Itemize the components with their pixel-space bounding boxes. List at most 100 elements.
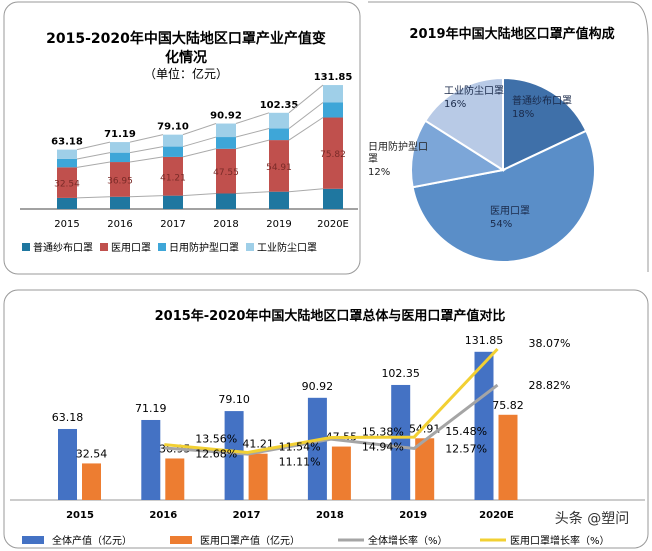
- x-tick-label: 2015: [66, 510, 94, 521]
- bar-segment: [163, 146, 183, 157]
- connector-line: [288, 84, 324, 114]
- bar-segment: [323, 117, 343, 189]
- segment-label: 32.54: [54, 180, 80, 190]
- legend-label: 日用防护型口罩: [169, 241, 239, 254]
- connector-line: [288, 117, 324, 141]
- bar-segment: [216, 148, 236, 194]
- pie-slice: [411, 129, 596, 263]
- bar-segment: [269, 140, 289, 192]
- bar-medical: [498, 414, 518, 500]
- panel-comparison: [3, 289, 649, 549]
- x-tick-label: 2017: [160, 219, 185, 230]
- bar-segment: [323, 85, 343, 103]
- connector-line: [129, 156, 164, 163]
- x-tick-label: 2018: [213, 219, 238, 230]
- bar-segment: [57, 158, 77, 168]
- stacked-title-line1: 2015-2020年中国大陆地区口罩产业产值变: [46, 30, 326, 47]
- legend-label: 医用口罩产值（亿元）: [200, 534, 300, 547]
- bar-medical: [248, 453, 268, 500]
- bar-label: 79.10: [218, 393, 250, 406]
- bar-total: [391, 384, 411, 500]
- legend-swatch: [100, 243, 108, 251]
- slice-name: 罩: [368, 153, 378, 165]
- growth-label: 15.48%: [445, 425, 487, 438]
- slice-value: 18%: [512, 109, 534, 120]
- connector-line: [182, 148, 217, 158]
- bar-label: 32.54: [76, 447, 108, 460]
- total-label: 102.35: [260, 100, 299, 111]
- x-tick-label: 2017: [233, 510, 261, 521]
- connector-line: [182, 136, 217, 148]
- bar-medical: [415, 438, 435, 500]
- bar-total: [58, 428, 77, 500]
- bar-segment: [110, 152, 130, 163]
- total-label: 90.92: [210, 111, 242, 122]
- bar-segment: [163, 134, 183, 147]
- legend-label: 工业防尘口罩: [257, 241, 317, 254]
- slice-name: 医用口罩: [490, 205, 530, 217]
- bar-segment: [163, 195, 183, 209]
- bar-label: 71.19: [135, 402, 167, 415]
- connector-line: [76, 141, 111, 151]
- bar-label: 75.82: [492, 399, 524, 412]
- bar-segment: [57, 167, 77, 198]
- total-label: 79.10: [157, 122, 189, 133]
- connector-line: [288, 102, 324, 129]
- legend-label: 医用口罩增长率（%）: [510, 534, 610, 547]
- bar-segment: [323, 102, 343, 118]
- x-tick-label: 2019: [266, 219, 291, 230]
- growth-label: 12.57%: [445, 442, 487, 455]
- bar-medical: [165, 458, 185, 500]
- total-label: 63.18: [51, 137, 83, 148]
- connector-line: [235, 139, 270, 150]
- panel-pie: [368, 1, 649, 272]
- bar-segment: [269, 128, 289, 141]
- segment-label: 54.91: [266, 163, 292, 173]
- segment-label: 36.95: [107, 176, 133, 186]
- x-tick-label: 2016: [107, 219, 132, 230]
- growth-label: 15.38%: [362, 425, 404, 438]
- legend-label: 全体增长率（%）: [368, 534, 448, 547]
- growth-label: 28.82%: [529, 379, 571, 392]
- connector-line: [288, 188, 324, 193]
- growth-label: 12.68%: [195, 448, 237, 461]
- bar-segment: [269, 191, 289, 209]
- slice-name: 普通纱布口罩: [512, 94, 572, 107]
- legend-swatch: [246, 243, 254, 251]
- growth-label: 13.56%: [195, 433, 237, 446]
- stacked-title-line2: 化情况: [165, 49, 207, 66]
- bar-total: [224, 411, 244, 500]
- panel-stacked: [3, 1, 361, 275]
- bar-label: 102.35: [381, 367, 420, 380]
- legend-swatch: [158, 243, 166, 251]
- x-tick-label: 2015: [54, 219, 79, 230]
- connector-line: [182, 123, 217, 136]
- connector-line: [235, 191, 270, 194]
- stacked-subtitle: （单位：亿元）: [144, 66, 228, 81]
- segment-label: 47.55: [213, 168, 239, 178]
- bar-segment: [216, 137, 236, 149]
- comparison-title: 2015年-2020年中国大陆地区口罩总体与医用口罩产值对比: [155, 308, 506, 324]
- growth-label: 11.54%: [279, 440, 321, 453]
- growth-label: 38.07%: [529, 337, 571, 350]
- slice-value: 54%: [490, 219, 512, 230]
- connector-line: [182, 192, 217, 197]
- connector-line: [235, 112, 270, 125]
- legend-label: 医用口罩: [111, 242, 151, 254]
- connector-line: [129, 146, 164, 154]
- connector-line: [76, 161, 111, 168]
- slice-value: 16%: [444, 99, 466, 110]
- bar-segment: [110, 142, 130, 153]
- x-tick-label: 2020E: [317, 219, 349, 230]
- legend-swatch: [170, 536, 192, 544]
- bar-total: [307, 397, 327, 500]
- pie-chart: 普通纱布口罩 18% 医用口罩 54% 日用防护型口罩 12% 工业防尘口罩 16%: [368, 76, 596, 263]
- total-label: 131.85: [314, 72, 353, 83]
- connector-line: [235, 128, 270, 138]
- bar-label: 131.85: [465, 334, 504, 347]
- bar-segment: [57, 149, 77, 159]
- bar-segment: [216, 193, 236, 209]
- bar-segment: [323, 188, 343, 209]
- segment-label: 75.82: [320, 150, 346, 160]
